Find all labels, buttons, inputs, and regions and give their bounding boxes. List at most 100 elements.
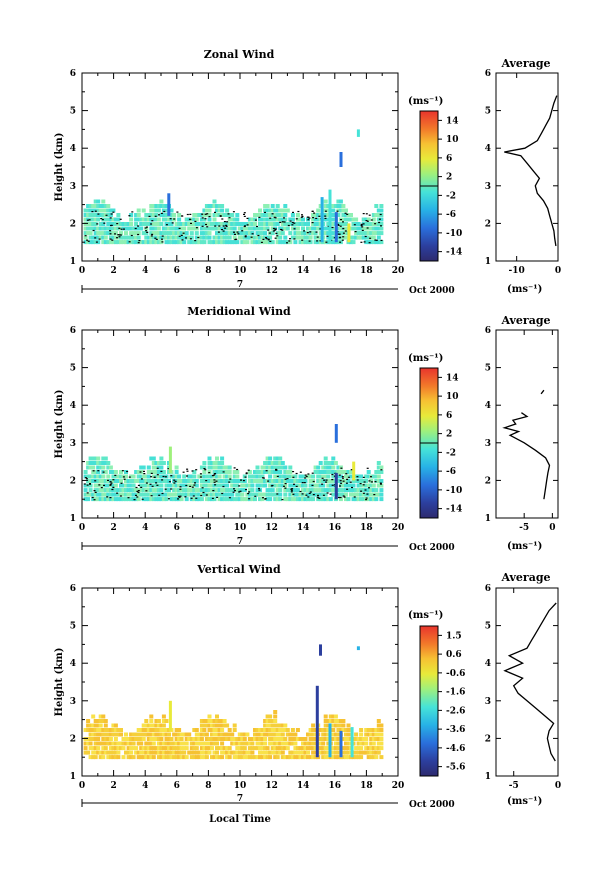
heatmap-cell [101, 746, 106, 751]
contour-mark [340, 482, 343, 484]
colorbar-tick-label: -0.6 [446, 669, 465, 679]
heatmap-cell [242, 226, 247, 231]
heatmap-cell [318, 497, 323, 502]
heatmap-cell [273, 732, 278, 737]
contour-mark [349, 481, 352, 483]
contour-mark [339, 480, 342, 482]
heatmap-cell [275, 750, 280, 755]
heatmap-cell [111, 732, 116, 737]
heatmap-cell [338, 204, 343, 208]
heatmap-cell [232, 222, 237, 226]
day-label-zonal: 7 [237, 280, 243, 290]
contour-mark [102, 471, 105, 473]
contour-mark [339, 485, 341, 487]
heatmap-cell [240, 222, 245, 226]
heatmap-cell [174, 728, 179, 732]
heatmap-cell [83, 737, 88, 741]
heatmap-cell [321, 728, 326, 732]
heatmap-field-vertical [83, 644, 384, 760]
y-tick-label: 3 [70, 697, 76, 707]
heatmap-cell [275, 755, 280, 760]
chart-title-meridional: Meridional Wind [187, 305, 291, 318]
heatmap-cell [326, 497, 331, 502]
heatmap-cell [207, 465, 212, 470]
heatmap-cell [230, 479, 235, 483]
contour-mark [232, 491, 235, 493]
contour-mark [185, 484, 188, 487]
heatmap-cell [303, 755, 308, 760]
heatmap-cell [344, 750, 348, 755]
heatmap-cell [101, 240, 106, 245]
heatmap-cell [288, 732, 293, 737]
heatmap-cell [116, 746, 121, 751]
heatmap-cell [311, 746, 316, 751]
heatmap-cell [149, 746, 154, 751]
heatmap-cell [374, 204, 379, 208]
heatmap-cell [146, 488, 151, 493]
heatmap-cell [346, 737, 351, 741]
heatmap-cell [111, 231, 116, 236]
heatmap-cell [346, 750, 351, 755]
heatmap-strip [339, 730, 343, 758]
heatmap-cell [318, 488, 323, 493]
heatmap-cell [91, 497, 96, 502]
heatmap-cell [225, 474, 230, 479]
contour-mark [378, 218, 381, 220]
heatmap-cell [202, 488, 207, 493]
heatmap-cell [242, 746, 247, 751]
x-tick-label: 12 [265, 266, 278, 276]
avg-title-zonal: Average [500, 57, 550, 70]
contour-mark [324, 215, 327, 217]
contour-mark [203, 468, 206, 470]
heatmap-cell [197, 750, 202, 755]
heatmap-cell [253, 479, 257, 483]
contour-mark [143, 470, 145, 472]
heatmap-cell [151, 240, 156, 245]
heatmap-cell [253, 235, 257, 240]
heatmap-cell [119, 231, 123, 236]
contour-mark [218, 225, 221, 227]
heatmap-cell [364, 483, 369, 488]
contour-mark [324, 217, 327, 219]
heatmap-cell [379, 226, 384, 231]
heatmap-cell [376, 719, 381, 723]
heatmap-cell [263, 465, 268, 470]
heatmap-cell [199, 231, 204, 236]
heatmap-cell [169, 755, 174, 760]
heatmap-cell [129, 750, 134, 755]
heatmap-cell [184, 755, 189, 760]
heatmap-cell [359, 737, 364, 741]
contour-mark [305, 494, 308, 496]
heatmap-cell [273, 746, 278, 751]
heatmap-cell [217, 737, 222, 741]
heatmap-cell [134, 497, 139, 502]
heatmap-cell [338, 719, 343, 723]
heatmap-cell [212, 461, 217, 465]
x-tick-label: 14 [297, 781, 310, 791]
heatmap-cell [149, 750, 154, 755]
heatmap-cell [164, 208, 169, 213]
contour-mark [380, 225, 382, 227]
heatmap-cell [318, 479, 323, 483]
heatmap-cell [174, 737, 179, 741]
heatmap-cell [366, 732, 371, 737]
heatmap-cell [98, 714, 103, 719]
heatmap-cell [136, 217, 141, 222]
heatmap-cell [159, 474, 164, 479]
heatmap-cell [288, 492, 293, 497]
heatmap-cell [298, 483, 303, 488]
heatmap-cell [275, 728, 280, 732]
contour-mark [265, 470, 268, 472]
heatmap-cell [336, 213, 341, 217]
heatmap-cell [215, 474, 219, 479]
contour-mark [206, 226, 209, 228]
x-tick-label: 2 [110, 266, 116, 276]
heatmap-cell [194, 483, 199, 488]
contour-mark [130, 234, 133, 237]
contour-mark [254, 219, 257, 221]
heatmap-cell [189, 497, 194, 502]
heatmap-cell [149, 213, 154, 217]
heatmap-cell [106, 741, 111, 746]
heatmap-cell [323, 461, 328, 465]
contour-mark [275, 232, 278, 234]
